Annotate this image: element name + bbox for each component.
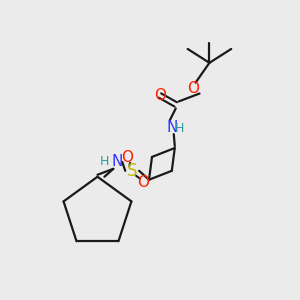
Text: H: H <box>175 122 184 135</box>
Text: O: O <box>188 81 200 96</box>
Text: N: N <box>166 120 178 135</box>
Text: O: O <box>121 150 133 165</box>
Text: N: N <box>111 154 123 169</box>
Text: S: S <box>127 162 137 180</box>
Text: H: H <box>100 155 110 168</box>
Text: O: O <box>154 88 166 103</box>
Text: O: O <box>137 175 149 190</box>
